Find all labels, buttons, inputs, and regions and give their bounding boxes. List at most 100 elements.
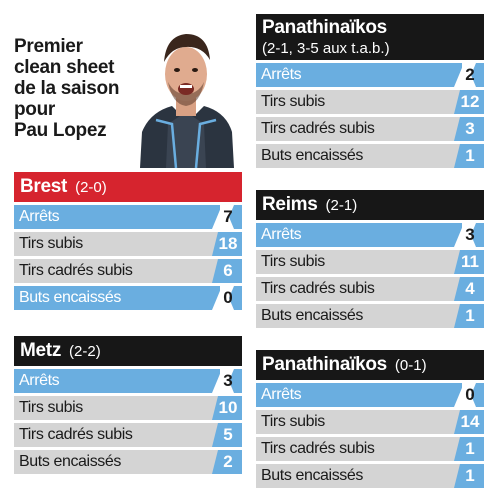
stat-label: Tirs subis [14, 232, 220, 256]
match-score: (0-1) [394, 356, 427, 374]
stat-label: Tirs subis [256, 250, 462, 274]
value-tab [454, 383, 484, 407]
stat-row-saves: Arrêts 7 [14, 205, 242, 229]
stat-label: Tirs cadrés subis [256, 117, 462, 141]
stat-label: Tirs cadrés subis [14, 259, 220, 283]
value-tab [454, 437, 484, 461]
stat-value: 12 [460, 92, 480, 111]
stat-value: 1 [465, 146, 475, 165]
panel-header: Brest (2-0) [14, 172, 242, 202]
stat-label: Arrêts [14, 369, 220, 393]
match-score: (2-1, 3-5 aux t.a.b.) [262, 40, 390, 57]
stat-row-saves: Arrêts 3 [14, 369, 242, 393]
stats-panel-panathinaikos-first: Panathinaïkos (2-1, 3-5 aux t.a.b.) Arrê… [256, 14, 484, 168]
match-score: (2-1) [325, 196, 358, 214]
team-name: Panathinaïkos [262, 17, 387, 38]
panel-header: Metz (2-2) [14, 336, 242, 366]
stat-row-shots-on-target: Tirs cadrés subis 5 [14, 423, 242, 447]
stat-value: 6 [223, 261, 233, 280]
stats-panel-reims: Reims (2-1) Arrêts 3 Tirs subis 11 Tirs … [256, 190, 484, 328]
stat-label: Arrêts [256, 383, 462, 407]
stat-value: 14 [460, 412, 480, 431]
stat-row-saves: Arrêts 2 [256, 63, 484, 87]
stat-value: 7 [223, 207, 233, 226]
stat-row-goals-conceded: Buts encaissés 1 [256, 464, 484, 488]
value-tab [212, 232, 242, 256]
stat-label: Arrêts [256, 223, 462, 247]
team-name: Metz [20, 340, 62, 361]
value-tab [454, 144, 484, 168]
stat-row-shots: Tirs subis 10 [14, 396, 242, 420]
value-tab [454, 117, 484, 141]
intro-line: clean sheet [14, 57, 115, 78]
stat-value: 1 [465, 466, 475, 485]
stat-value: 5 [223, 425, 233, 444]
stat-label: Tirs cadrés subis [256, 277, 462, 301]
stat-value: 1 [465, 306, 475, 325]
stat-row-shots-on-target: Tirs cadrés subis 6 [14, 259, 242, 283]
stat-label: Buts encaissés [256, 144, 462, 168]
team-name: Reims [262, 194, 318, 215]
stat-value: 1 [465, 439, 475, 458]
value-tab [454, 63, 484, 87]
stat-row-shots: Tirs subis 12 [256, 90, 484, 114]
stat-row-goals-conceded: Buts encaissés 1 [256, 144, 484, 168]
stat-row-shots-on-target: Tirs cadrés subis 4 [256, 277, 484, 301]
stat-label: Buts encaissés [256, 304, 462, 328]
stats-panel-panathinaikos-second: Panathinaïkos (0-1) Arrêts 0 Tirs subis … [256, 350, 484, 488]
player-photo [136, 20, 236, 168]
stat-label: Tirs subis [256, 410, 462, 434]
value-tab [212, 396, 242, 420]
stat-label: Tirs cadrés subis [256, 437, 462, 461]
intro-line: Pau Lopez [14, 120, 107, 141]
value-tab [212, 205, 242, 229]
stat-value: 0 [223, 288, 233, 307]
stat-row-goals-conceded: Buts encaissés 1 [256, 304, 484, 328]
stats-panel-metz: Metz (2-2) Arrêts 3 Tirs subis 10 Tirs c… [14, 336, 242, 474]
stat-label: Arrêts [14, 205, 220, 229]
stat-row-shots: Tirs subis 11 [256, 250, 484, 274]
stats-panel-brest: Brest (2-0) Arrêts 7 Tirs subis 18 Tirs … [14, 172, 242, 310]
stat-value: 4 [465, 279, 475, 298]
stat-value: 10 [218, 398, 238, 417]
team-name: Brest [20, 176, 68, 197]
value-tab [454, 410, 484, 434]
match-score: (2-0) [75, 178, 107, 196]
value-tab [454, 223, 484, 247]
match-score: (2-2) [69, 342, 101, 360]
stat-row-goals-conceded: Buts encaissés 0 [14, 286, 242, 310]
stat-value: 2 [223, 452, 233, 471]
stat-value: 2 [465, 65, 475, 84]
stat-value: 11 [461, 252, 479, 271]
stat-label: Tirs subis [256, 90, 462, 114]
value-tab [454, 277, 484, 301]
stat-value: 3 [465, 119, 475, 138]
value-tab [212, 450, 242, 474]
team-name: Panathinaïkos [262, 354, 387, 375]
stat-label: Buts encaissés [14, 450, 220, 474]
intro-caption: Premier clean sheet de la saison pour Pa… [14, 36, 144, 141]
stat-row-shots-on-target: Tirs cadrés subis 3 [256, 117, 484, 141]
panel-header: Panathinaïkos (2-1, 3-5 aux t.a.b.) [256, 14, 484, 60]
stat-value: 18 [218, 234, 238, 253]
value-tab [212, 259, 242, 283]
intro-line: pour [14, 99, 56, 120]
stat-label: Buts encaissés [256, 464, 462, 488]
stat-value: 3 [465, 225, 475, 244]
stat-label: Arrêts [256, 63, 462, 87]
stat-row-goals-conceded: Buts encaissés 2 [14, 450, 242, 474]
stat-label: Buts encaissés [14, 286, 220, 310]
intro-line: Premier [14, 36, 83, 57]
value-tab [212, 423, 242, 447]
stat-row-saves: Arrêts 3 [256, 223, 484, 247]
stat-value: 3 [223, 371, 233, 390]
stat-label: Tirs subis [14, 396, 220, 420]
panel-header: Panathinaïkos (0-1) [256, 350, 484, 380]
value-tab [454, 464, 484, 488]
stat-value: 0 [465, 385, 475, 404]
value-tab [454, 250, 484, 274]
intro-line: de la saison [14, 78, 120, 99]
stat-row-saves: Arrêts 0 [256, 383, 484, 407]
stat-label: Tirs cadrés subis [14, 423, 220, 447]
value-tab [454, 90, 484, 114]
